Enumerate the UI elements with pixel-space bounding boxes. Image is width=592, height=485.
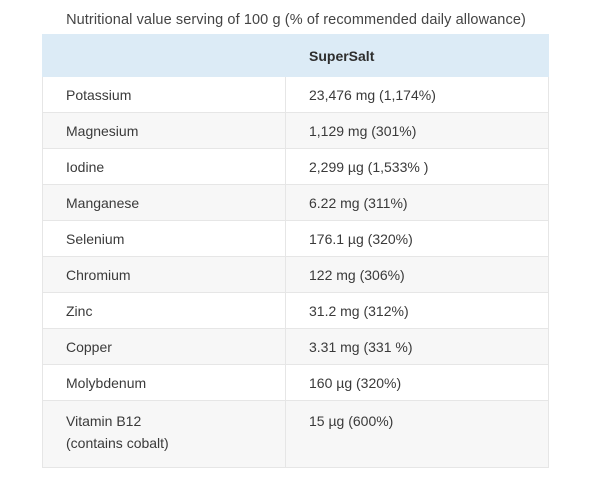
nutrient-value: 1,129 mg (301%) bbox=[285, 112, 549, 149]
header-nutrient bbox=[42, 34, 286, 77]
nutrient-name-line: Chromium bbox=[66, 266, 131, 283]
nutrient-value: 3.31 mg (331 %) bbox=[285, 328, 549, 365]
nutrient-name-line: Copper bbox=[66, 338, 112, 355]
nutrient-value: 6.22 mg (311%) bbox=[285, 184, 549, 221]
nutrition-table: SuperSalt Potassium 23,476 mg (1,174%) M… bbox=[42, 34, 549, 468]
nutrient-value: 160 µg (320%) bbox=[285, 364, 549, 401]
table-row: Magnesium 1,129 mg (301%) bbox=[42, 112, 549, 149]
nutrient-name-line: Iodine bbox=[66, 158, 105, 175]
nutrient-name: Molybdenum bbox=[42, 364, 286, 401]
table-row: Chromium 122 mg (306%) bbox=[42, 256, 549, 293]
nutrient-name: Vitamin B12 (contains cobalt) bbox=[42, 400, 286, 468]
nutrient-value: 23,476 mg (1,174%) bbox=[285, 76, 549, 113]
nutrient-name: Selenium bbox=[42, 220, 286, 257]
nutrient-value: 176.1 µg (320%) bbox=[285, 220, 549, 257]
nutrient-name-line: Vitamin B12 bbox=[66, 413, 142, 429]
nutrient-name: Iodine bbox=[42, 148, 286, 185]
nutrient-name: Manganese bbox=[42, 184, 286, 221]
nutrient-name-line: Potassium bbox=[66, 86, 132, 103]
nutrient-value: 31.2 mg (312%) bbox=[285, 292, 549, 329]
nutrient-name-line: Zinc bbox=[66, 302, 93, 319]
table-row: Potassium 23,476 mg (1,174%) bbox=[42, 76, 549, 113]
header-product: SuperSalt bbox=[285, 34, 549, 77]
nutrient-name: Chromium bbox=[42, 256, 286, 293]
nutrient-name: Zinc bbox=[42, 292, 286, 329]
nutrient-value: 15 µg (600%) bbox=[285, 400, 549, 468]
nutrient-value: 2,299 µg (1,533% ) bbox=[285, 148, 549, 185]
table-row: Copper 3.31 mg (331 %) bbox=[42, 328, 549, 365]
nutrient-value: 122 mg (306%) bbox=[285, 256, 549, 293]
table-row: Molybdenum 160 µg (320%) bbox=[42, 364, 549, 401]
table-row: Selenium 176.1 µg (320%) bbox=[42, 220, 549, 257]
nutrient-name-line: Molybdenum bbox=[66, 374, 147, 391]
nutrient-name-note: (contains cobalt) bbox=[66, 435, 169, 451]
nutrient-name: Copper bbox=[42, 328, 286, 365]
nutrient-name: Magnesium bbox=[42, 112, 286, 149]
table-caption: Nutritional value serving of 100 g (% of… bbox=[66, 12, 526, 28]
table-row: Zinc 31.2 mg (312%) bbox=[42, 292, 549, 329]
table-row: Iodine 2,299 µg (1,533% ) bbox=[42, 148, 549, 185]
nutrient-name-line: Manganese bbox=[66, 194, 140, 211]
nutrient-name-line: Magnesium bbox=[66, 122, 139, 139]
table-row: Manganese 6.22 mg (311%) bbox=[42, 184, 549, 221]
table-row: Vitamin B12 (contains cobalt) 15 µg (600… bbox=[42, 400, 549, 468]
table-header-row: SuperSalt bbox=[42, 34, 549, 77]
nutrient-name-line: Selenium bbox=[66, 230, 125, 247]
nutrient-name: Potassium bbox=[42, 76, 286, 113]
